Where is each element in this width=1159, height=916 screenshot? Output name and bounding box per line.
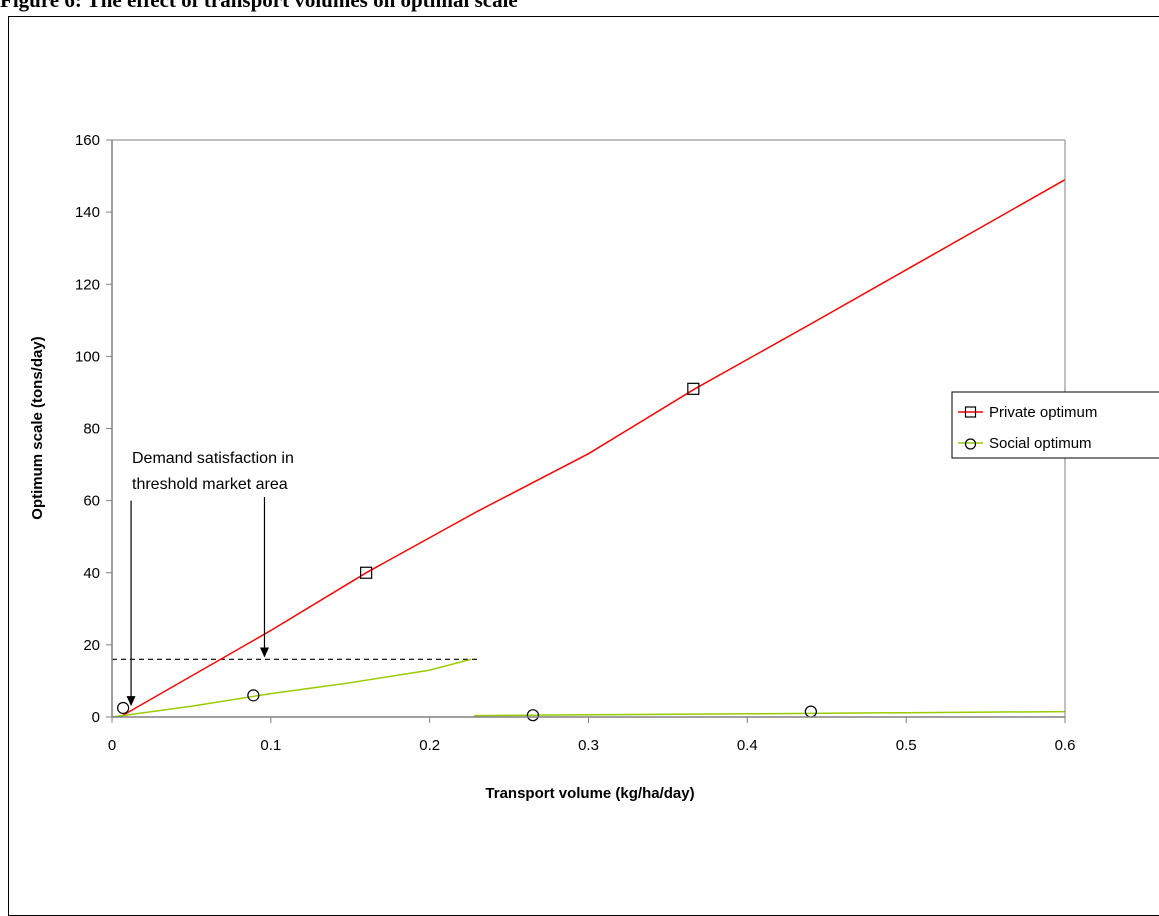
legend-swatch-marker bbox=[964, 438, 977, 450]
annotation-text-line: Demand satisfaction in bbox=[132, 450, 294, 467]
social-optimum-marker bbox=[117, 701, 130, 715]
y-tick-label: 0 bbox=[92, 709, 100, 726]
chart: 0 20 40 60 80 100 120 140 160 0 0.1 0.2 0.3 0.4 0.5 0.6… bbox=[29, 132, 1159, 802]
social-optimum-line bbox=[111, 658, 472, 718]
y-tick-label: 80 bbox=[83, 421, 100, 438]
x-tick-label: 0.6 bbox=[1055, 737, 1076, 754]
series-group bbox=[111, 179, 1066, 722]
x-tick-label: 0.3 bbox=[578, 737, 599, 754]
legend-box bbox=[951, 391, 1159, 459]
private-optimum-line bbox=[119, 179, 1066, 718]
y-tick-label: 100 bbox=[75, 348, 100, 365]
annotation-arrow-head bbox=[126, 696, 136, 707]
social-optimum-marker bbox=[247, 689, 260, 702]
figure-title: Figure 6: The effect of transport volume… bbox=[0, 0, 518, 12]
x-axis-title: Transport volume (kg/ha/day) bbox=[485, 785, 694, 802]
private-optimum-marker bbox=[360, 566, 373, 579]
annotation-group: Demand satisfaction in threshold market a… bbox=[126, 450, 294, 707]
legend: Private optimum Social optimum bbox=[951, 391, 1159, 459]
private-optimum-marker bbox=[687, 382, 700, 395]
social-optimum-marker bbox=[526, 709, 540, 722]
y-tick-label: 120 bbox=[75, 276, 100, 293]
annotation-arrow-head bbox=[259, 647, 269, 658]
social-optimum-marker bbox=[804, 705, 817, 718]
x-tick-label: 0 bbox=[108, 737, 116, 754]
ticks-group: 0 20 40 60 80 100 120 140 160 0 0.1 0.2 0.3 0.4 0.5 0.6 bbox=[75, 132, 1075, 754]
y-tick-label: 60 bbox=[83, 493, 100, 510]
y-tick-label: 160 bbox=[75, 132, 100, 149]
social-optimum-line bbox=[474, 710, 1066, 717]
y-tick-label: 40 bbox=[83, 565, 100, 582]
legend-label-private-optimum: Private optimum bbox=[989, 404, 1097, 421]
y-tick-label: 140 bbox=[75, 204, 100, 221]
x-tick-label: 0.5 bbox=[896, 737, 917, 754]
y-tick-label: 20 bbox=[83, 637, 100, 654]
x-tick-label: 0.1 bbox=[260, 737, 281, 754]
legend-label-social-optimum: Social optimum bbox=[989, 435, 1092, 452]
axes-group bbox=[111, 139, 1066, 718]
x-tick-label: 0.2 bbox=[419, 737, 440, 754]
y-axis-title: Optimum scale (tons/day) bbox=[29, 336, 46, 519]
x-tick-label: 0.4 bbox=[737, 737, 758, 754]
legend-swatch-marker bbox=[964, 406, 977, 418]
annotation-text-line: threshold market area bbox=[132, 476, 288, 493]
